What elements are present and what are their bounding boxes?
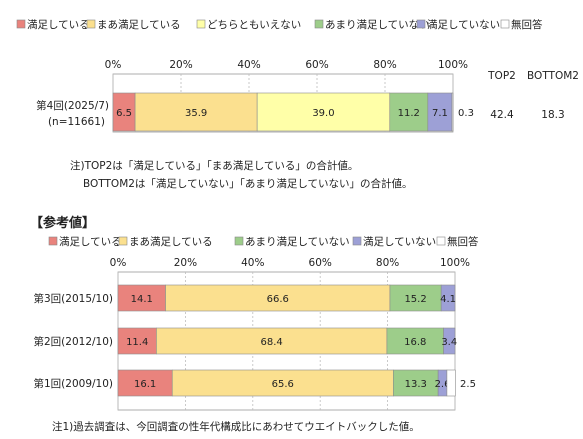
chart2-value-label-2-1: 65.6 bbox=[272, 379, 294, 390]
chart1-value-label-0-5: 0.3 bbox=[458, 108, 474, 119]
chart2-tick-label-1: 20% bbox=[174, 257, 197, 269]
chart1-bar-0-2 bbox=[256, 92, 391, 132]
chart2-legend-swatch-2 bbox=[234, 236, 244, 246]
chart1-value-label-0-4: 7.1 bbox=[432, 108, 448, 119]
note-top2: 注)TOP2は「満足している」「まあ満足している」の合計値。 bbox=[70, 160, 359, 172]
chart1-tick-label-2: 40% bbox=[237, 59, 260, 71]
chart1-legend-label-2: どちらともいえない bbox=[207, 19, 301, 31]
chart1-extra-header-1: BOTTOM2 bbox=[527, 70, 579, 82]
chart1-legend-swatch-0 bbox=[16, 19, 26, 29]
chart1-legend-swatch-3 bbox=[314, 19, 324, 29]
chart2-tick-label-2: 40% bbox=[241, 257, 264, 269]
chart2-tick-label-5: 100% bbox=[440, 257, 470, 269]
chart1-legend-swatch-1 bbox=[86, 19, 96, 29]
chart2-bar-1-3 bbox=[443, 327, 456, 355]
chart2-value-label-2-3: 2.6 bbox=[435, 379, 451, 390]
chart1-tick-label-3: 60% bbox=[305, 59, 328, 71]
chart2-value-label-0-2: 15.2 bbox=[404, 294, 426, 305]
chart2-legend-label-2: あまり満足していない bbox=[245, 236, 350, 248]
chart1-bar-0-3 bbox=[389, 92, 429, 132]
chart2-category-label-0: 第3回(2015/10) bbox=[34, 292, 114, 305]
chart2-bar-0-2 bbox=[389, 284, 442, 312]
chart1-legend-label-3: あまり満足していない bbox=[325, 19, 430, 31]
chart2-bar-2-1 bbox=[171, 369, 394, 397]
chart2-legend-swatch-1 bbox=[118, 236, 128, 246]
chart2-value-label-2-2: 13.3 bbox=[405, 379, 427, 390]
chart1-category-sublabel-0: (n=11661) bbox=[48, 116, 105, 128]
reference-section-title: 【参考値】 bbox=[30, 216, 96, 231]
chart2-legend-swatch-0 bbox=[48, 236, 58, 246]
chart2-legend-label-3: 満足していない bbox=[363, 236, 436, 248]
chart2-value-label-0-3: 4.1 bbox=[440, 294, 456, 305]
chart1-legend-label-0: 満足している bbox=[27, 19, 90, 31]
chart2-legend-label-1: まあ満足している bbox=[129, 236, 213, 248]
chart2-bar-0-0 bbox=[117, 284, 166, 312]
chart2-value-label-1-2: 16.8 bbox=[404, 337, 426, 348]
chart2-bar-2-0 bbox=[117, 369, 173, 397]
chart2-bar-0-1 bbox=[165, 284, 391, 312]
chart2-tick-label-0: 0% bbox=[110, 257, 127, 269]
chart1-extra-value-1: 18.3 bbox=[541, 109, 564, 121]
chart1-legend-swatch-2 bbox=[196, 19, 206, 29]
chart1-bar-0-1 bbox=[134, 92, 258, 132]
chart1-value-label-0-2: 39.0 bbox=[312, 108, 334, 119]
chart1-tick-label-5: 100% bbox=[438, 59, 468, 71]
chart1-legend-swatch-4 bbox=[416, 19, 426, 29]
chart2-category-label-2: 第1回(2009/10) bbox=[34, 377, 114, 390]
chart2-bar-1-0 bbox=[117, 327, 157, 355]
chart2-value-label-1-0: 11.4 bbox=[126, 337, 148, 348]
chart1-tick-label-1: 20% bbox=[169, 59, 192, 71]
chart1-category-label-0: 第4回(2025/7) bbox=[36, 99, 109, 112]
chart2-value-label-1-3: 3.4 bbox=[441, 337, 457, 348]
chart1-legend-swatch-5 bbox=[500, 19, 510, 29]
chart2-bar-2-2 bbox=[393, 369, 439, 397]
chart2-value-label-2-0: 16.1 bbox=[134, 379, 156, 390]
chart1-bar-0-5 bbox=[451, 92, 454, 132]
chart2-legend-swatch-4 bbox=[436, 236, 446, 246]
chart1-extra-header-0: TOP2 bbox=[487, 70, 516, 82]
chart2-bar-2-4 bbox=[446, 369, 456, 397]
chart2-value-label-0-1: 66.6 bbox=[267, 294, 289, 305]
chart2-tick-label-3: 60% bbox=[309, 257, 332, 269]
chart2-value-label-0-0: 14.1 bbox=[131, 294, 153, 305]
chart1-value-label-0-0: 6.5 bbox=[116, 108, 132, 119]
chart2-bar-1-2 bbox=[386, 327, 444, 355]
chart2-bar-0-3 bbox=[440, 284, 456, 312]
chart2-value-label-1-1: 68.4 bbox=[261, 337, 283, 348]
chart1-legend-label-4: 満足していない bbox=[427, 19, 500, 31]
chart2-legend-label-0: 満足している bbox=[59, 236, 122, 248]
chart2-bar-1-1 bbox=[156, 327, 388, 355]
chart2-value-label-2-4: 2.5 bbox=[460, 379, 476, 390]
chart1-value-label-0-3: 11.2 bbox=[398, 108, 420, 119]
chart2-legend-swatch-3 bbox=[352, 236, 362, 246]
chart1-legend-label-5: 無回答 bbox=[511, 18, 543, 31]
chart2-category-label-1: 第2回(2012/10) bbox=[34, 335, 114, 348]
chart1-tick-label-4: 80% bbox=[373, 59, 396, 71]
chart2-tick-label-4: 80% bbox=[376, 257, 399, 269]
chart2-legend-label-4: 無回答 bbox=[447, 235, 479, 248]
chart1-legend-label-1: まあ満足している bbox=[97, 19, 181, 31]
chart1-value-label-0-1: 35.9 bbox=[185, 108, 207, 119]
note-bottom2: BOTTOM2は「満足していない」「あまり満足していない」の合計値。 bbox=[83, 178, 413, 190]
chart1-tick-label-0: 0% bbox=[105, 59, 122, 71]
note-weightback: 注1)過去調査は、今回調査の性年代構成比にあわせてウエイトバックした値。 bbox=[52, 421, 420, 433]
chart1-extra-value-0: 42.4 bbox=[490, 109, 514, 121]
